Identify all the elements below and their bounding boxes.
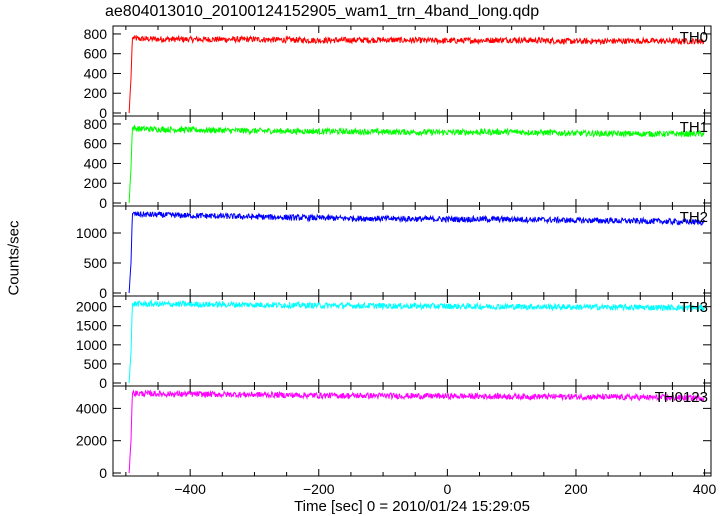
y-tick-label: 400: [84, 155, 108, 171]
series-line: [128, 211, 705, 294]
panel-label: TH3: [680, 299, 708, 316]
y-tick-label: 0: [99, 285, 107, 301]
y-tick-label: 1000: [76, 225, 107, 241]
series-line: [128, 34, 705, 114]
y-tick-label: 0: [99, 105, 107, 121]
y-tick-label: 500: [84, 356, 108, 372]
y-tick-label: 1000: [76, 337, 107, 353]
panel-label: TH2: [680, 209, 708, 226]
y-tick-label: 800: [84, 26, 108, 42]
y-tick-label: 2000: [76, 299, 107, 315]
panel-label: TH0: [680, 29, 708, 46]
x-tick-label: 200: [564, 481, 588, 497]
panel-frame: [112, 385, 712, 477]
y-tick-label: 600: [84, 46, 108, 62]
y-tick-label: 200: [84, 175, 108, 191]
chart-title: ae804013010_20100124152905_wam1_trn_4ban…: [105, 3, 540, 20]
x-tick-label: 400: [693, 481, 717, 497]
x-tick-label: 0: [443, 481, 451, 497]
y-tick-label: 4000: [76, 400, 107, 416]
y-tick-label: 500: [84, 255, 108, 271]
y-tick-label: 0: [99, 465, 107, 481]
y-tick-label: 800: [84, 116, 108, 132]
x-tick-label: −400: [174, 481, 206, 497]
x-tick-label: −200: [303, 481, 335, 497]
y-tick-label: 0: [99, 195, 107, 211]
y-tick-label: 200: [84, 85, 108, 101]
panel-label: TH0123: [655, 389, 708, 406]
panel-label: TH1: [680, 119, 708, 136]
series-line: [128, 299, 705, 384]
y-tick-label: 600: [84, 136, 108, 152]
x-axis-label: Time [sec] 0 = 2010/01/24 15:29:05: [294, 498, 530, 515]
y-tick-label: 1500: [76, 318, 107, 334]
panel-frame: [112, 295, 712, 387]
series-line: [128, 124, 705, 204]
y-tick-label: 0: [99, 375, 107, 391]
y-tick-label: 2000: [76, 433, 107, 449]
series-line: [128, 389, 705, 474]
y-tick-label: 400: [84, 65, 108, 81]
